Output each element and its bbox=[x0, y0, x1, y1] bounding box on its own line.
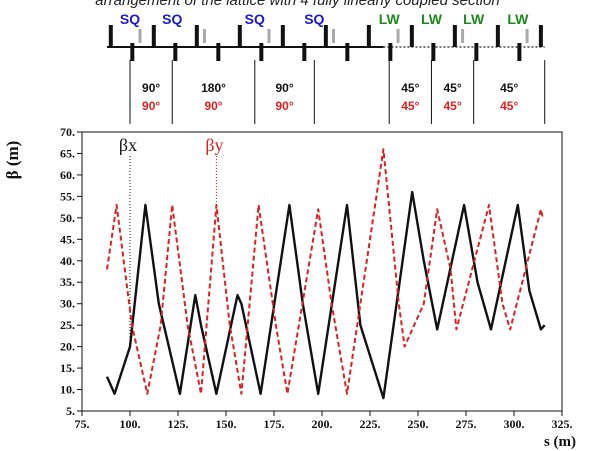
magnet bbox=[388, 43, 393, 61]
phase-advance-x: 45° bbox=[500, 81, 518, 95]
magnet bbox=[409, 25, 414, 47]
sq-label: SQ bbox=[120, 11, 140, 27]
corrector bbox=[461, 29, 465, 43]
x-tick-label: 150. bbox=[216, 417, 237, 431]
phase-advance-x: 45° bbox=[443, 81, 461, 95]
figure-caption: arrangement of the lattice with 4 fully … bbox=[0, 0, 595, 8]
magnet bbox=[194, 25, 199, 47]
phase-advance-y: 90° bbox=[275, 99, 293, 113]
magnet bbox=[151, 25, 156, 47]
magnet bbox=[474, 43, 479, 61]
x-tick-label: 100. bbox=[120, 417, 141, 431]
sq-label: SQ bbox=[162, 11, 182, 27]
lw-label: LW bbox=[507, 11, 529, 27]
magnet bbox=[237, 25, 242, 47]
x-tick-label: 225. bbox=[360, 417, 381, 431]
magnet bbox=[345, 43, 350, 61]
x-tick-label: 175. bbox=[264, 417, 285, 431]
magnet bbox=[452, 25, 457, 47]
series-line-βx bbox=[105, 190, 546, 400]
magnet bbox=[323, 25, 328, 47]
y-tick-label: 5. bbox=[66, 404, 75, 418]
lw-label: LW bbox=[379, 11, 401, 27]
phase-advance-y: 90° bbox=[142, 99, 160, 113]
x-tick-label: 325. bbox=[552, 417, 573, 431]
magnet bbox=[302, 43, 307, 61]
magnet bbox=[495, 25, 500, 47]
magnet bbox=[259, 43, 264, 61]
phase-advance-x: 45° bbox=[401, 81, 419, 95]
corrector bbox=[396, 29, 400, 43]
corrector bbox=[202, 29, 206, 43]
corrector bbox=[525, 29, 529, 43]
y-tick-label: 60. bbox=[60, 168, 75, 182]
x-tick-label: 250. bbox=[408, 417, 429, 431]
magnet bbox=[280, 25, 285, 47]
series-label: βy bbox=[205, 135, 223, 155]
corrector bbox=[332, 29, 336, 43]
phase-advance-y: 90° bbox=[204, 99, 222, 113]
lw-label: LW bbox=[421, 11, 443, 27]
magnet bbox=[216, 43, 221, 61]
y-axis-label: β (m) bbox=[3, 141, 22, 180]
y-tick-label: 35. bbox=[60, 275, 75, 289]
x-tick-label: 300. bbox=[504, 417, 525, 431]
phase-advance-y: 45° bbox=[500, 99, 518, 113]
magnet bbox=[538, 25, 543, 47]
phase-advance-x: 180° bbox=[201, 81, 226, 95]
corrector bbox=[267, 29, 271, 43]
y-tick-label: 55. bbox=[60, 189, 75, 203]
phase-advance-x: 90° bbox=[142, 81, 160, 95]
y-tick-label: 65. bbox=[60, 146, 75, 160]
magnet bbox=[517, 43, 522, 61]
series-label: βx bbox=[119, 135, 137, 155]
y-tick-label: 50. bbox=[60, 211, 75, 225]
y-tick-label: 10. bbox=[60, 383, 75, 397]
phase-advance-y: 45° bbox=[401, 99, 419, 113]
magnet bbox=[108, 25, 113, 47]
lw-label: LW bbox=[463, 11, 485, 27]
corrector bbox=[138, 29, 142, 43]
magnet bbox=[130, 43, 135, 61]
x-tick-label: 275. bbox=[456, 417, 477, 431]
y-tick-label: 20. bbox=[60, 340, 75, 354]
y-tick-label: 45. bbox=[60, 232, 75, 246]
x-tick-label: 125. bbox=[168, 417, 189, 431]
phase-advance-x: 90° bbox=[275, 81, 293, 95]
y-tick-label: 70. bbox=[60, 125, 75, 139]
magnet bbox=[431, 43, 436, 61]
magnet bbox=[366, 25, 371, 47]
x-tick-label: 75. bbox=[75, 417, 90, 431]
sq-label: SQ bbox=[304, 11, 324, 27]
phase-advance-y: 45° bbox=[443, 99, 461, 113]
magnet bbox=[173, 43, 178, 61]
y-tick-label: 30. bbox=[60, 297, 75, 311]
sq-label: SQ bbox=[245, 11, 265, 27]
y-tick-label: 25. bbox=[60, 318, 75, 332]
y-tick-label: 40. bbox=[60, 254, 75, 268]
y-tick-label: 15. bbox=[60, 361, 75, 375]
x-tick-label: 200. bbox=[312, 417, 333, 431]
series-line-βy bbox=[106, 148, 544, 395]
x-axis-label: s (m) bbox=[544, 434, 576, 450]
